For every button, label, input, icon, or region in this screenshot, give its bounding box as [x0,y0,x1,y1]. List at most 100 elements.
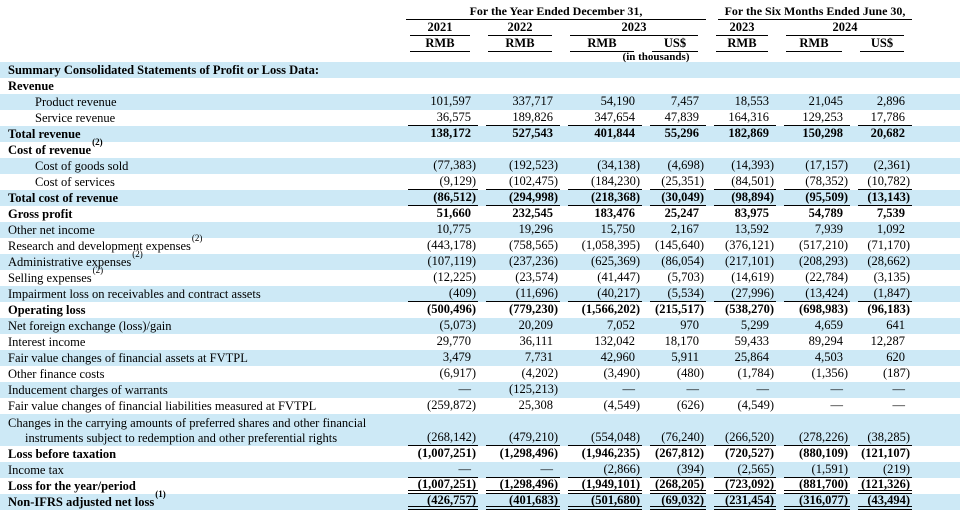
year-label: 2023 [716,20,768,36]
cell-value: (723,092) [706,478,776,494]
cell-value-text: (4,698) [667,158,704,172]
cell-value-text: (625,369) [591,254,640,268]
row-label: Impairment loss on receivables and contr… [0,286,400,302]
header-spacer [0,0,400,20]
cell-value-text: (34,138) [597,158,640,172]
cell-value-text: 59,433 [734,334,769,348]
cell-value: (34,138) [560,158,642,174]
row-label: Operating loss [0,302,400,318]
col-group-six-months: For the Six Months Ended June 30, [706,0,913,20]
cell-value-text [568,78,642,94]
row-padding [912,222,960,238]
row-label: Summary Consolidated Statements of Profi… [0,62,400,78]
row-label-continuation: instruments subject to redemption and ot… [25,431,338,445]
row-label: Other net income [0,222,400,238]
table-row: Inducement charges of warrants — (125,213)… [0,382,960,398]
cell-value-text [568,142,642,158]
cell-value-text: 4,503 [814,350,843,364]
cell-value: (102,475) [478,174,560,190]
cell-value-text: 5,299 [740,318,769,332]
cell-value: (217,101) [706,254,776,270]
cell-value: (1,058,395) [560,238,642,254]
cell-value: — [478,462,560,478]
cell-value: (376,121) [706,238,776,254]
row-padding [912,110,960,126]
cell-value-text: (626) [676,398,704,412]
cell-value-text: (268,142) [408,430,478,446]
cell-value-text: 36,575 [408,110,478,126]
row-label-text: Impairment loss on receivables and contr… [8,287,261,301]
cell-value-text [650,142,706,158]
header-spacer [0,36,400,52]
cell-value-text: 83,975 [734,206,769,220]
cell-value-text [650,78,706,94]
cell-value: (266,520) [706,414,776,446]
table-row: Cost of revenue(2) [0,138,960,158]
table-row: Impairment loss on receivables and contr… [0,286,960,302]
cell-value-text: 47,839 [650,110,706,126]
cell-value: (401,683) [478,494,560,510]
table-row: Cost of goods sold (77,383) (192,523) (34,1… [0,158,960,174]
row-label: Interest income [0,334,400,350]
cell-value-text: (698,983) [799,302,848,316]
cell-value: 129,253 [776,110,850,126]
cell-value-text: (6,917) [439,366,476,380]
cell-value-text: 3,479 [442,350,471,364]
row-label: Cost of services [0,174,400,190]
cell-value-text [784,78,850,94]
cell-value: 183,476 [560,206,642,222]
footnote-marker: (2) [191,233,203,244]
cell-value-text: (17,157) [805,158,848,172]
cell-value-text: 18,170 [664,334,699,348]
cell-value: 164,316 [706,110,776,126]
cell-value [850,62,913,78]
cell-value-text [408,142,478,158]
cell-value-text [858,78,912,94]
year-column: 2022 [478,20,560,36]
row-label: Revenue [0,78,400,94]
cell-value [560,78,642,94]
cell-value: 47,839 [642,110,706,126]
cell-value: (219) [850,462,913,478]
units-note: (in thousands) [622,51,690,63]
cell-value: (1,784) [706,366,776,382]
row-label-text: Income tax [8,463,64,477]
table-row: Other net income 10,775 19,296 15,750 2,167 1… [0,222,960,238]
cell-value-text: (237,236) [509,254,558,268]
cell-value: 89,294 [776,334,850,350]
cell-value: 7,457 [642,94,706,110]
cell-value-text: (479,210) [486,430,560,446]
cell-value: (5,703) [642,270,706,286]
table-row: Total cost of revenue (86,512) (294,998) (2… [0,190,960,206]
footnote-marker: (2) [92,137,103,148]
cell-value-text: 164,316 [714,110,776,126]
cell-value-text: (107,119) [427,254,477,268]
cell-value: (1,298,496) [478,478,560,494]
cell-value-text: (86,512) [408,190,478,206]
cell-value-text: 527,543 [512,126,553,140]
cell-value: — [642,382,706,398]
cell-value: (409) [400,286,478,302]
cell-value-text: (78,352) [784,174,850,190]
cell-value-text: 5,911 [671,350,699,364]
row-label-text: Service revenue [35,111,116,125]
cell-value: 7,539 [850,206,912,222]
cell-value: (192,523) [478,158,560,174]
row-padding [912,126,960,142]
row-label-text: Fair value changes of financial assets a… [8,351,248,365]
cell-value-text [858,142,912,158]
cell-value-text: 10,775 [436,222,471,236]
cell-value: 55,296 [642,126,706,142]
cell-value-text: (86,054) [661,254,704,268]
cell-value-text: (394) [650,462,706,478]
cell-value-text: (2,361) [873,158,911,172]
cell-value: 401,844 [560,126,642,142]
cell-value: 18,553 [706,94,776,110]
cell-value: 18,170 [642,334,706,350]
cell-value: (479,210) [478,414,560,446]
cell-value: (268,205) [642,478,706,494]
table-body: Summary Consolidated Statements of Profi… [0,62,960,510]
row-label: Gross profit [0,206,400,222]
table-row: Summary Consolidated Statements of Profi… [0,62,960,78]
